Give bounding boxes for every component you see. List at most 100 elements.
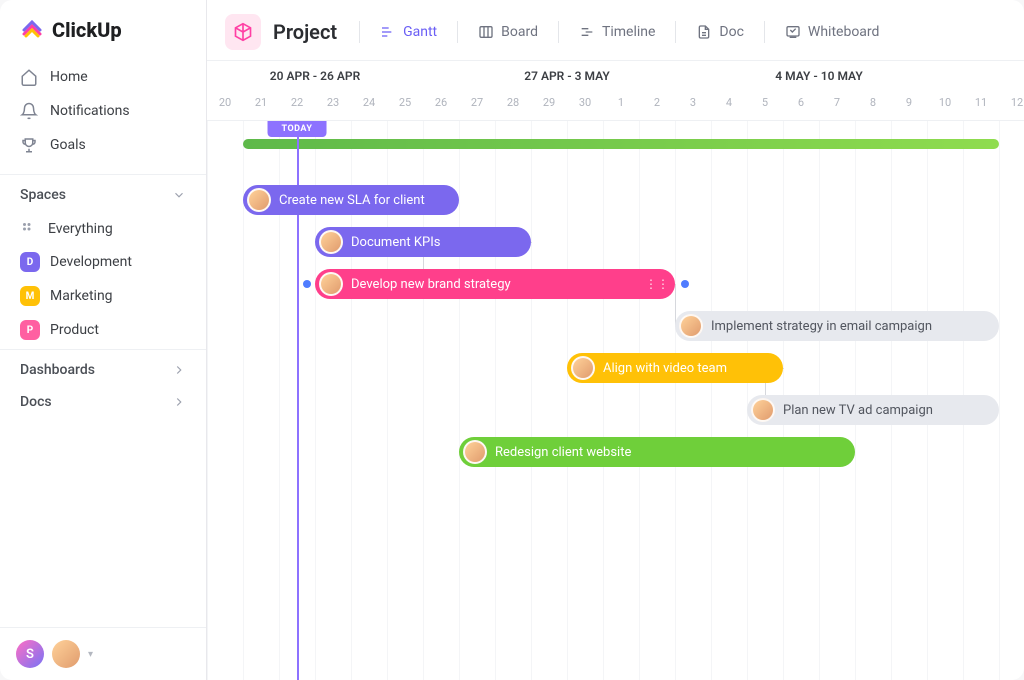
- tab-whiteboard[interactable]: Whiteboard: [773, 17, 892, 47]
- doc-icon: [696, 24, 712, 40]
- logo-icon: [20, 18, 44, 42]
- divider: [764, 21, 765, 43]
- task-bar[interactable]: Document KPIs: [315, 227, 531, 257]
- day-label: 20: [207, 96, 243, 109]
- sidebar-item-product[interactable]: P Product: [8, 313, 198, 347]
- whiteboard-icon: [785, 24, 801, 40]
- assignee-avatar: [571, 356, 595, 380]
- task-label: Implement strategy in email campaign: [711, 319, 932, 334]
- day-label: 9: [891, 96, 927, 109]
- spaces-label: Spaces: [20, 187, 66, 203]
- user-row[interactable]: S ▾: [0, 627, 206, 680]
- project-icon[interactable]: [225, 14, 261, 50]
- space-badge: P: [20, 320, 40, 340]
- dependency-line: [783, 368, 784, 369]
- day-label: 7: [819, 96, 855, 109]
- tab-gantt[interactable]: Gantt: [368, 17, 449, 47]
- task-bar[interactable]: Redesign client website: [459, 437, 855, 467]
- day-label: 2: [639, 96, 675, 109]
- divider: [359, 21, 360, 43]
- project-title: Project: [273, 20, 337, 44]
- day-label: 4: [711, 96, 747, 109]
- docs-label: Docs: [20, 394, 52, 410]
- divider: [558, 21, 559, 43]
- tab-label: Doc: [719, 24, 744, 40]
- day-label: 29: [531, 96, 567, 109]
- sidebar-item-label: Product: [50, 322, 99, 338]
- tab-doc[interactable]: Doc: [684, 17, 756, 47]
- primary-nav: Home Notifications Goals: [0, 56, 206, 166]
- user-avatar: S: [16, 640, 44, 668]
- day-label: 25: [387, 96, 423, 109]
- app-root: ClickUp Home Notifications Goals Spaces: [0, 0, 1024, 680]
- tab-label: Board: [501, 24, 538, 40]
- day-label: 23: [315, 96, 351, 109]
- assignee-avatar: [247, 188, 271, 212]
- bell-icon: [20, 102, 38, 120]
- nav-goals[interactable]: Goals: [8, 128, 198, 162]
- docs-section[interactable]: Docs: [0, 390, 206, 422]
- grid-icon: [20, 220, 38, 238]
- home-icon: [20, 68, 38, 86]
- day-label: 3: [675, 96, 711, 109]
- week-label: 4 MAY - 10 MAY: [775, 69, 862, 83]
- task-label: Plan new TV ad campaign: [783, 403, 933, 418]
- progress-bar[interactable]: [243, 139, 999, 149]
- logo-text: ClickUp: [52, 18, 122, 42]
- tab-timeline[interactable]: Timeline: [567, 17, 667, 47]
- sidebar-item-development[interactable]: D Development: [8, 245, 198, 279]
- day-label: 5: [747, 96, 783, 109]
- chevron-down-icon: [172, 188, 186, 202]
- cube-icon: [233, 22, 253, 42]
- day-label: 22: [279, 96, 315, 109]
- dependency-dot[interactable]: [303, 280, 311, 288]
- task-bar[interactable]: Implement strategy in email campaign: [675, 311, 999, 341]
- day-label: 1: [603, 96, 639, 109]
- gantt-chart: 20 APR - 26 APR27 APR - 3 MAY4 MAY - 10 …: [207, 61, 1024, 680]
- sidebar: ClickUp Home Notifications Goals Spaces: [0, 0, 207, 680]
- task-bar[interactable]: Plan new TV ad campaign: [747, 395, 999, 425]
- day-label: 24: [351, 96, 387, 109]
- tab-label: Gantt: [403, 24, 437, 40]
- board-icon: [478, 24, 494, 40]
- day-label: 26: [423, 96, 459, 109]
- spaces-header[interactable]: Spaces: [0, 174, 206, 211]
- nav-label: Goals: [50, 137, 86, 153]
- logo[interactable]: ClickUp: [0, 0, 206, 56]
- space-list: Everything D Development M Marketing P P…: [0, 211, 206, 349]
- today-badge: TODAY: [268, 121, 327, 137]
- gantt-header: 20 APR - 26 APR27 APR - 3 MAY4 MAY - 10 …: [207, 61, 1024, 121]
- assignee-avatar: [463, 440, 487, 464]
- dashboards-label: Dashboards: [20, 362, 95, 378]
- task-label: Align with video team: [603, 361, 727, 376]
- task-bar[interactable]: Create new SLA for client: [243, 185, 459, 215]
- nav-label: Notifications: [50, 103, 130, 119]
- timeline-icon: [579, 24, 595, 40]
- day-label: 10: [927, 96, 963, 109]
- sidebar-item-label: Everything: [48, 221, 113, 237]
- day-label: 6: [783, 96, 819, 109]
- sidebar-item-label: Development: [50, 254, 132, 270]
- dependency-line: [531, 242, 532, 243]
- main: Project Gantt Board Timeline Doc: [207, 0, 1024, 680]
- task-bar[interactable]: Align with video team: [567, 353, 783, 383]
- task-bar[interactable]: Develop new brand strategy⋮⋮: [315, 269, 675, 299]
- day-label: 12: [999, 96, 1024, 109]
- day-label: 28: [495, 96, 531, 109]
- nav-notifications[interactable]: Notifications: [8, 94, 198, 128]
- trophy-icon: [20, 136, 38, 154]
- chevron-down-icon: ▾: [88, 649, 93, 660]
- drag-handle-icon[interactable]: ⋮⋮: [645, 277, 669, 291]
- day-label: 8: [855, 96, 891, 109]
- sidebar-item-marketing[interactable]: M Marketing: [8, 279, 198, 313]
- dashboards-section[interactable]: Dashboards: [0, 349, 206, 390]
- divider: [457, 21, 458, 43]
- day-label: 30: [567, 96, 603, 109]
- sidebar-item-everything[interactable]: Everything: [8, 213, 198, 245]
- dependency-dot[interactable]: [681, 280, 689, 288]
- nav-home[interactable]: Home: [8, 60, 198, 94]
- assignee-avatar: [319, 230, 343, 254]
- tab-board[interactable]: Board: [466, 17, 550, 47]
- gantt-body[interactable]: TODAY Create new SLA for client Document K…: [207, 121, 1024, 680]
- sidebar-item-label: Marketing: [50, 288, 113, 304]
